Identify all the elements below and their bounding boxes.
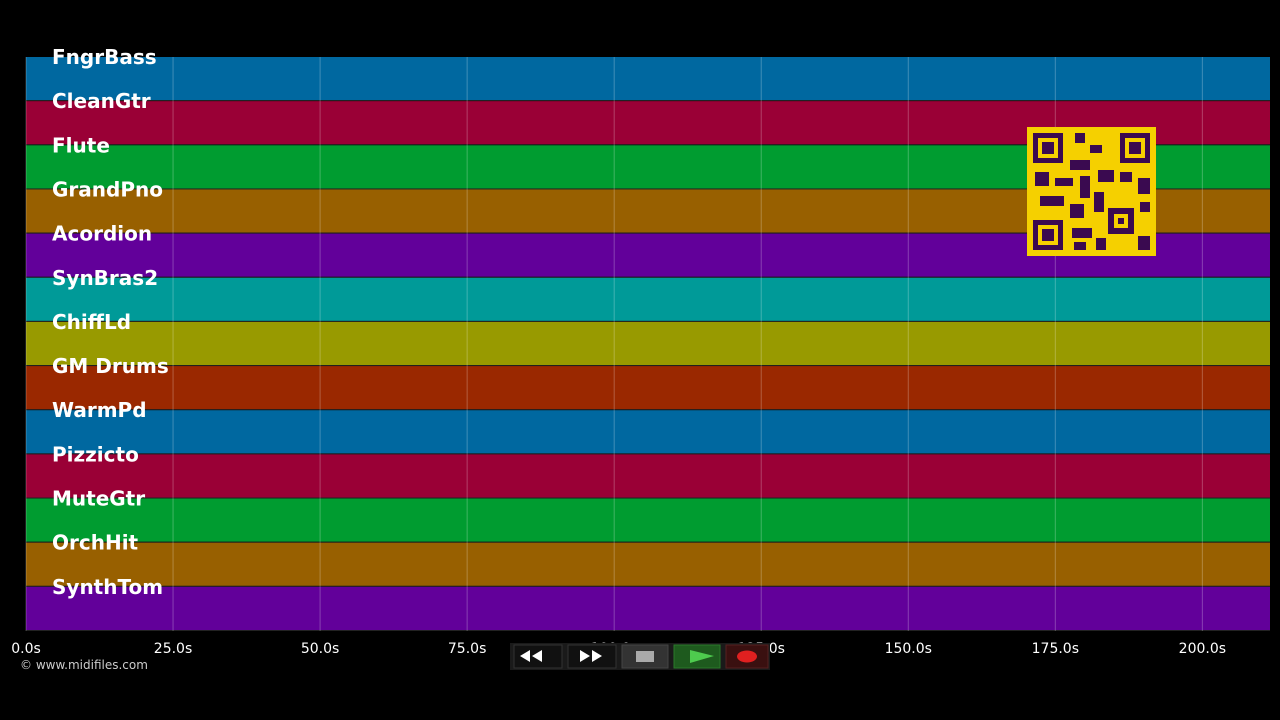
tick-label: 75.0s: [448, 641, 486, 657]
track-row: [26, 277, 1270, 321]
track-label: Pizzicto: [52, 442, 139, 466]
tick-label: 175.0s: [1032, 641, 1079, 657]
track-label: WarmPd: [52, 398, 147, 422]
track-label: Acordion: [52, 222, 152, 246]
qr-code: [1027, 127, 1156, 256]
time-grid: [25, 57, 1203, 631]
copyright: © www.midifiles.com: [20, 658, 148, 672]
fast-forward-button[interactable]: [567, 644, 617, 669]
track-label: OrchHit: [52, 531, 139, 555]
track-row: [26, 542, 1270, 586]
track-row: [26, 321, 1270, 366]
tick-label: 200.0s: [1179, 641, 1226, 657]
tick-label: 150.0s: [885, 641, 932, 657]
track-label: MuteGtr: [52, 487, 145, 511]
tick-label: 0.0s: [11, 641, 41, 657]
track-row: [26, 410, 1270, 454]
track-label: GM Drums: [52, 354, 169, 378]
track-row: [26, 586, 1270, 630]
track-labels: FngrBass CleanGtr Flute GrandPno Acordion Syn…: [52, 45, 169, 599]
record-button[interactable]: [725, 644, 769, 669]
track-label: CleanGtr: [52, 89, 151, 113]
track-row: [26, 57, 1270, 101]
track-row: [26, 454, 1270, 498]
transport-controls: [510, 643, 770, 670]
track-label: SynBras2: [52, 266, 158, 290]
track-row: [26, 366, 1270, 410]
track-label: FngrBass: [52, 45, 157, 69]
track-label: ChiffLd: [52, 310, 131, 334]
track-label: Flute: [52, 133, 110, 157]
rewind-button[interactable]: [513, 644, 563, 669]
tick-label: 50.0s: [301, 641, 339, 657]
track-label: GrandPno: [52, 177, 163, 201]
tick-label: 25.0s: [154, 641, 192, 657]
track-label: SynthTom: [52, 575, 163, 599]
play-button[interactable]: [673, 644, 721, 669]
track-row: [26, 498, 1270, 542]
stop-button[interactable]: [621, 644, 669, 669]
